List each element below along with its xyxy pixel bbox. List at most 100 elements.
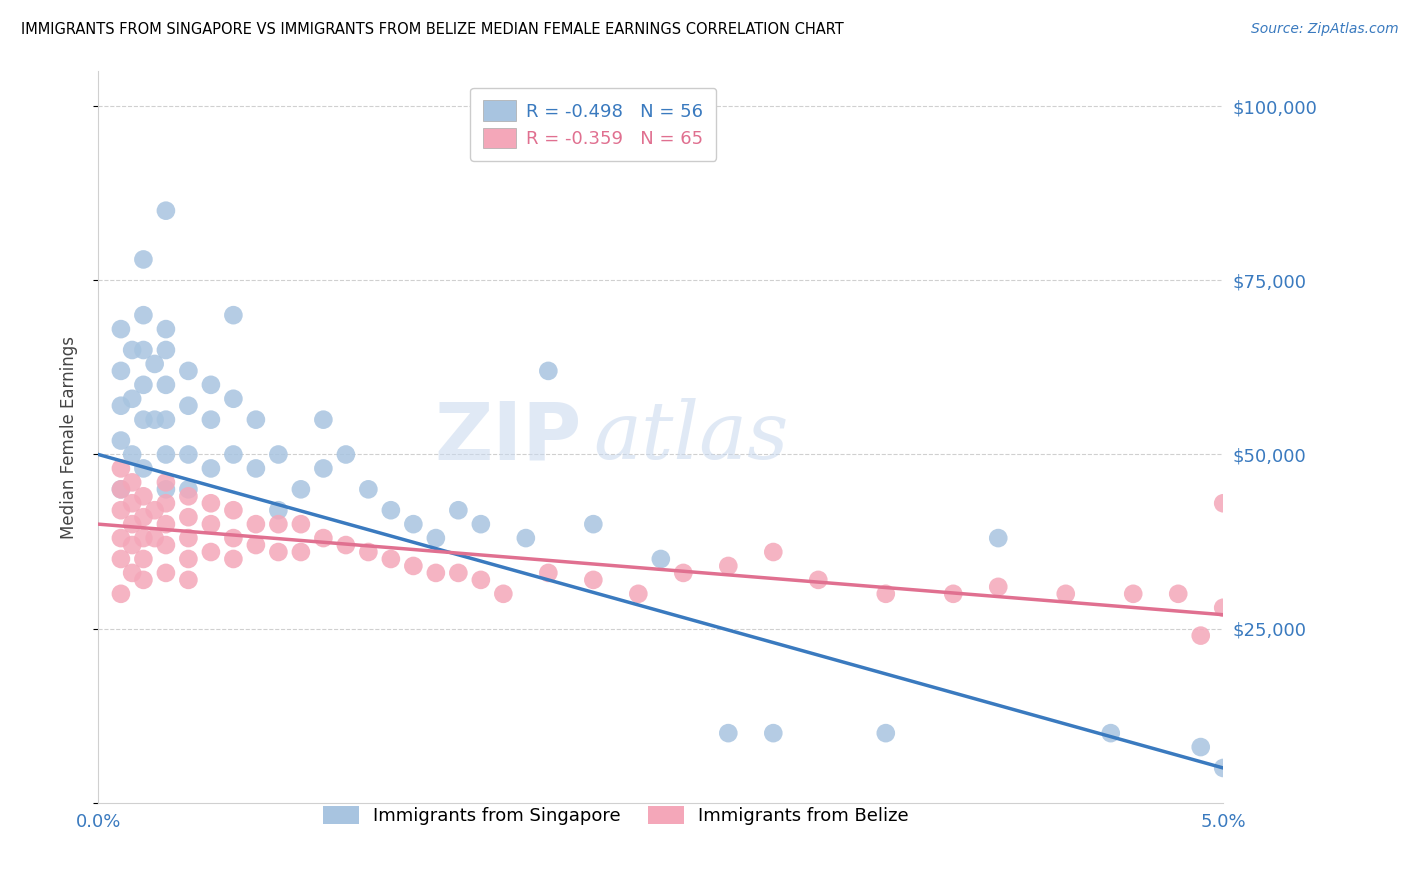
Point <box>290 517 312 532</box>
Point <box>717 726 740 740</box>
Point <box>312 531 335 545</box>
Point <box>110 322 132 336</box>
Point <box>627 587 650 601</box>
Point <box>222 308 245 322</box>
Point <box>110 483 132 497</box>
Point <box>222 531 245 545</box>
Point <box>402 517 425 532</box>
Point <box>245 538 267 552</box>
Point <box>110 483 132 497</box>
Point <box>582 517 605 532</box>
Point <box>132 343 155 357</box>
Point <box>200 517 222 532</box>
Point <box>447 566 470 580</box>
Point <box>200 496 222 510</box>
Point <box>143 357 166 371</box>
Point <box>110 461 132 475</box>
Point <box>155 517 177 532</box>
Text: Source: ZipAtlas.com: Source: ZipAtlas.com <box>1251 22 1399 37</box>
Point <box>155 483 177 497</box>
Point <box>177 489 200 503</box>
Point <box>200 377 222 392</box>
Point <box>222 448 245 462</box>
Point <box>177 399 200 413</box>
Point <box>177 364 200 378</box>
Point <box>672 566 695 580</box>
Point <box>177 573 200 587</box>
Point <box>132 461 155 475</box>
Point <box>425 531 447 545</box>
Point <box>582 573 605 587</box>
Point <box>1167 587 1189 601</box>
Point <box>312 412 335 426</box>
Point <box>515 531 537 545</box>
Point <box>1212 496 1234 510</box>
Point <box>110 399 132 413</box>
Point <box>110 503 132 517</box>
Point <box>121 566 143 580</box>
Point <box>357 483 380 497</box>
Text: IMMIGRANTS FROM SINGAPORE VS IMMIGRANTS FROM BELIZE MEDIAN FEMALE EARNINGS CORRE: IMMIGRANTS FROM SINGAPORE VS IMMIGRANTS … <box>21 22 844 37</box>
Point <box>267 503 290 517</box>
Point <box>222 503 245 517</box>
Point <box>425 566 447 580</box>
Point <box>267 545 290 559</box>
Point <box>155 412 177 426</box>
Point <box>155 377 177 392</box>
Legend: Immigrants from Singapore, Immigrants from Belize: Immigrants from Singapore, Immigrants fr… <box>314 797 918 834</box>
Point <box>121 392 143 406</box>
Point <box>290 483 312 497</box>
Point <box>110 364 132 378</box>
Point <box>470 573 492 587</box>
Point <box>267 448 290 462</box>
Point <box>447 503 470 517</box>
Point <box>200 412 222 426</box>
Point <box>155 448 177 462</box>
Point <box>132 412 155 426</box>
Point <box>155 475 177 490</box>
Point <box>132 531 155 545</box>
Point <box>1054 587 1077 601</box>
Point <box>177 531 200 545</box>
Point <box>121 343 143 357</box>
Point <box>121 496 143 510</box>
Point <box>1099 726 1122 740</box>
Y-axis label: Median Female Earnings: Median Female Earnings <box>59 335 77 539</box>
Point <box>110 552 132 566</box>
Point <box>110 434 132 448</box>
Point <box>335 448 357 462</box>
Point <box>132 510 155 524</box>
Point <box>1189 629 1212 643</box>
Point <box>222 552 245 566</box>
Point <box>290 545 312 559</box>
Point <box>132 573 155 587</box>
Point <box>110 531 132 545</box>
Point <box>987 580 1010 594</box>
Point <box>380 552 402 566</box>
Point <box>177 448 200 462</box>
Point <box>121 475 143 490</box>
Point <box>245 517 267 532</box>
Point <box>267 517 290 532</box>
Point <box>942 587 965 601</box>
Point <box>380 503 402 517</box>
Point <box>143 531 166 545</box>
Point <box>177 510 200 524</box>
Point <box>1122 587 1144 601</box>
Point <box>143 412 166 426</box>
Point <box>537 364 560 378</box>
Point <box>132 489 155 503</box>
Point <box>177 483 200 497</box>
Point <box>177 552 200 566</box>
Point <box>492 587 515 601</box>
Point <box>1212 761 1234 775</box>
Point <box>155 538 177 552</box>
Text: atlas: atlas <box>593 399 789 475</box>
Point <box>762 726 785 740</box>
Point <box>245 412 267 426</box>
Point <box>121 517 143 532</box>
Point <box>762 545 785 559</box>
Point <box>155 203 177 218</box>
Point <box>987 531 1010 545</box>
Point <box>222 392 245 406</box>
